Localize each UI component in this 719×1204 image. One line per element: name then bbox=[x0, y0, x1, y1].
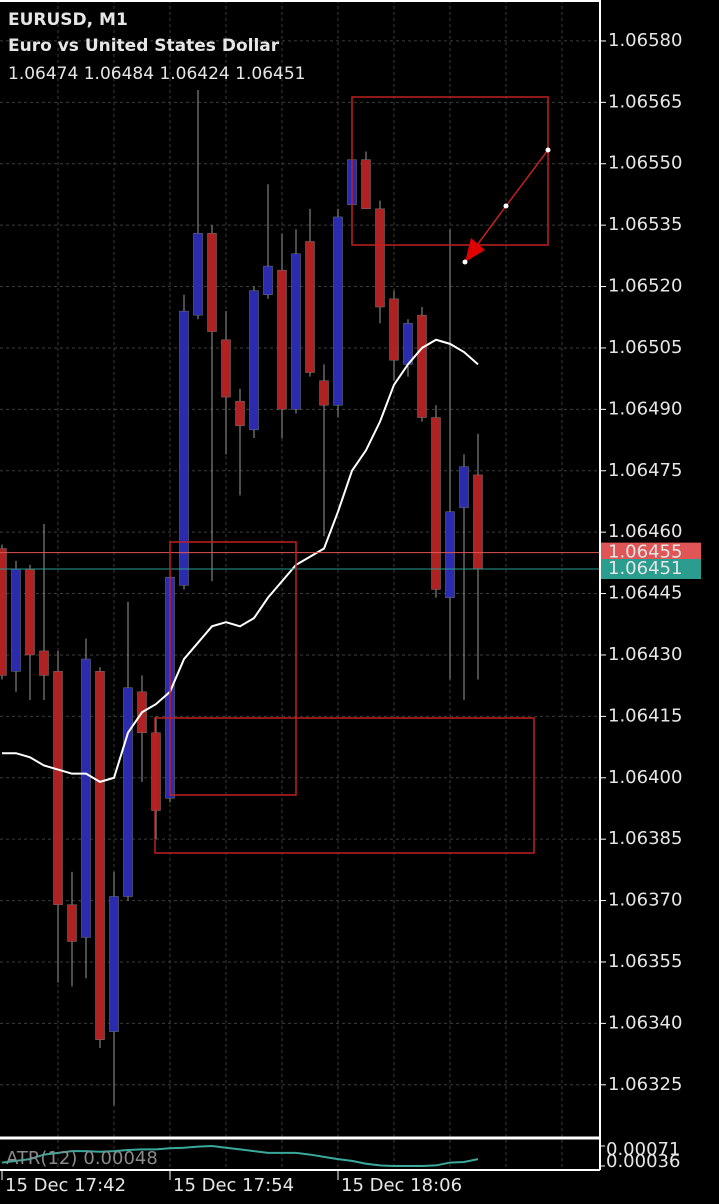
x-tick-label: 15 Dec 18:06 bbox=[341, 1175, 462, 1196]
x-tick-label: 15 Dec 17:54 bbox=[173, 1175, 294, 1196]
y-tick-label: 1.06475 bbox=[608, 460, 682, 481]
ohlc-line: 1.06474 1.06484 1.06424 1.06451 bbox=[8, 64, 305, 84]
candle-body bbox=[151, 732, 161, 811]
y-tick-label: 1.06520 bbox=[608, 276, 682, 297]
candle-body bbox=[53, 671, 63, 905]
y-tick-label: 1.06460 bbox=[608, 521, 682, 542]
candle-body bbox=[193, 233, 203, 316]
plot bbox=[0, 90, 600, 1106]
y-tick-label: 1.06415 bbox=[608, 705, 682, 726]
candle-body bbox=[25, 568, 35, 656]
ohlc-low: 1.06424 bbox=[159, 64, 229, 84]
y-tick-label: 1.06550 bbox=[608, 153, 682, 174]
zone-box bbox=[351, 96, 549, 246]
y-tick-label: 1.06340 bbox=[608, 1012, 682, 1033]
y-tick-label: 1.06370 bbox=[608, 890, 682, 911]
y-tick-label: 1.06325 bbox=[608, 1074, 682, 1095]
candle-body bbox=[221, 339, 231, 398]
candle-body bbox=[305, 241, 315, 373]
atr-name: ATR(12) bbox=[6, 1148, 77, 1169]
price-label-bg bbox=[601, 559, 701, 579]
candle-body bbox=[417, 314, 427, 418]
candle-body bbox=[249, 290, 259, 431]
candle-body bbox=[361, 159, 371, 210]
anchor-dot bbox=[545, 147, 551, 153]
zone-box bbox=[169, 541, 297, 796]
atr-tick-label: 0.00071 bbox=[606, 1139, 680, 1160]
candle-body bbox=[0, 548, 7, 676]
y-tick-label: 1.06445 bbox=[608, 583, 682, 604]
candle-body bbox=[109, 896, 119, 1032]
candle-body bbox=[81, 658, 91, 938]
candle-body bbox=[473, 474, 483, 570]
candle-body bbox=[123, 687, 133, 897]
candle-body bbox=[319, 380, 329, 406]
objects bbox=[154, 96, 551, 854]
y-tick-label: 1.06490 bbox=[608, 398, 682, 419]
moving-average bbox=[2, 338, 479, 783]
y-tick-label: 1.06400 bbox=[608, 767, 682, 788]
ohlc-high: 1.06484 bbox=[84, 64, 154, 84]
anchor-dot bbox=[462, 259, 468, 265]
candle-body bbox=[207, 233, 217, 332]
y-tick-label: 1.06430 bbox=[608, 644, 682, 665]
candle-body bbox=[389, 298, 399, 361]
symbol-subtitle: Euro vs United States Dollar bbox=[8, 36, 280, 56]
y-tick-label: 1.06385 bbox=[608, 828, 682, 849]
candle-body bbox=[291, 253, 301, 410]
anchor-dot bbox=[503, 203, 509, 209]
candle-body bbox=[67, 904, 77, 942]
price-label-bg bbox=[601, 542, 701, 563]
candle-body bbox=[333, 216, 343, 406]
y-tick-label: 1.06565 bbox=[608, 91, 682, 112]
ohlc-close: 1.06451 bbox=[235, 64, 305, 84]
candle-body bbox=[95, 671, 105, 1041]
zone-box bbox=[154, 717, 535, 854]
candle-body bbox=[235, 400, 245, 426]
candle-body bbox=[11, 568, 21, 672]
y-tick-label: 1.06580 bbox=[608, 30, 682, 51]
y-tick-label: 1.06355 bbox=[608, 951, 682, 972]
candle-body bbox=[179, 310, 189, 586]
candle-body bbox=[445, 511, 455, 598]
price-label: 1.06455 bbox=[608, 542, 682, 563]
arrow-head bbox=[465, 238, 485, 262]
candle-body bbox=[263, 265, 273, 295]
ohlc-open: 1.06474 bbox=[8, 64, 78, 84]
y-tick-label: 1.06505 bbox=[608, 337, 682, 358]
atr-label: ATR(12) 0.00048 bbox=[6, 1148, 158, 1169]
candle-body bbox=[39, 650, 49, 676]
atr-line bbox=[1, 1144, 479, 1167]
candle-body bbox=[277, 269, 287, 410]
candle-body bbox=[431, 417, 441, 590]
x-tick-label: 15 Dec 17:42 bbox=[5, 1175, 126, 1196]
atr-value: 0.00048 bbox=[83, 1148, 157, 1169]
price-label: 1.06451 bbox=[608, 558, 682, 579]
candle-body bbox=[375, 208, 385, 308]
candle-body bbox=[459, 466, 469, 508]
y-tick-label: 1.06535 bbox=[608, 214, 682, 235]
atr-tick-label: 0.00036 bbox=[606, 1151, 680, 1172]
symbol-title: EURUSD, M1 bbox=[8, 10, 128, 30]
candle-body bbox=[403, 323, 413, 365]
